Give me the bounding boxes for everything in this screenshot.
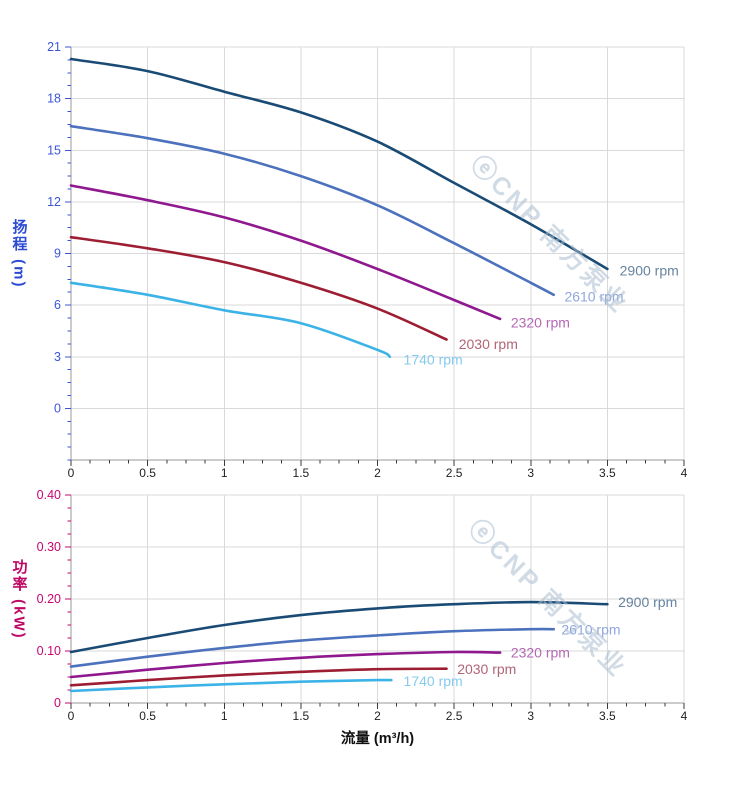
curve-label-2030-rpm: 2030 rpm (459, 336, 518, 352)
x-tick-label: 3 (527, 466, 534, 480)
x-tick-label: 1.5 (293, 466, 310, 480)
x-tick-label: 2.5 (446, 709, 463, 723)
y-tick-label: 12 (47, 195, 61, 209)
x-tick-label: 0.5 (139, 709, 156, 723)
head-axis-title: 扬程 (m) (4, 47, 34, 460)
curve-label-2610-rpm: 2610 rpm (564, 289, 623, 305)
curve-label-1740-rpm: 1740 rpm (404, 673, 463, 689)
x-tick-label: 3 (527, 709, 534, 723)
curve-label-2900-rpm: 2900 rpm (620, 263, 679, 279)
curve-2900-rpm (69, 57, 609, 271)
y-tick-label: 3 (54, 350, 61, 364)
curve-label-2030-rpm: 2030 rpm (457, 661, 516, 677)
x-tick-label: 3.5 (599, 466, 616, 480)
curve-label-2320-rpm: 2320 rpm (511, 645, 570, 661)
y-tick-label: 0.30 (37, 540, 61, 554)
power-vs-flow-chart-axes (65, 494, 685, 709)
curve-2610-rpm (69, 627, 555, 668)
head-vs-flow-chart-gridlines (71, 46, 685, 460)
curve-label-2900-rpm: 2900 rpm (618, 594, 677, 610)
curve-label-2320-rpm: 2320 rpm (511, 314, 570, 330)
x-tick-label: 4 (681, 709, 688, 723)
curve-2320-rpm (69, 650, 502, 679)
y-tick-label: 6 (54, 298, 61, 312)
y-tick-label: 15 (47, 143, 61, 157)
y-tick-label: 0.10 (37, 644, 61, 658)
y-tick-label: 0.20 (37, 592, 61, 606)
y-tick-label: 0 (54, 696, 61, 710)
power-axis-title: 功率 (kW) (4, 495, 34, 703)
x-tick-label: 0.5 (139, 466, 156, 480)
head-axis-title-text: 扬程 (m) (10, 218, 28, 289)
curve-1740-rpm (69, 281, 392, 359)
x-tick-label: 0 (68, 466, 75, 480)
x-tick-label: 2 (374, 466, 381, 480)
x-tick-label: 1 (221, 466, 228, 480)
x-tick-label: 4 (681, 466, 688, 480)
x-tick-label: 1.5 (293, 709, 310, 723)
power-vs-flow-chart-gridlines (71, 494, 685, 703)
curve-2900-rpm (69, 600, 609, 654)
x-tick-label: 2 (374, 709, 381, 723)
head-vs-flow-chart: 0 0.5 1 1.5 2 2.5 3 3.5 4 0 3 6 9 12 15 18 21 2900 rpm 261… (47, 40, 688, 480)
y-tick-label: 0 (54, 401, 61, 415)
head-vs-flow-chart-axes (65, 46, 685, 466)
x-tick-label: 2.5 (446, 466, 463, 480)
curve-label-1740-rpm: 1740 rpm (404, 351, 463, 367)
y-tick-label: 9 (54, 247, 61, 261)
flow-axis-title: 流量 (m³/h) (340, 731, 415, 747)
curve-1740-rpm (69, 678, 393, 693)
x-tick-label: 3.5 (599, 709, 616, 723)
curve-2030-rpm (69, 235, 448, 341)
curve-2610-rpm (69, 124, 555, 297)
x-tick-label: 1 (221, 709, 228, 723)
y-tick-label: 18 (47, 92, 61, 106)
y-tick-label: 21 (47, 40, 61, 54)
curve-2030-rpm (69, 667, 448, 687)
y-tick-label: 0.40 (37, 488, 61, 502)
curve-label-2610-rpm: 2610 rpm (561, 622, 620, 638)
x-tick-label: 0 (68, 709, 75, 723)
curve-2320-rpm (69, 184, 502, 321)
power-vs-flow-chart: 0 0.5 1 1.5 2 2.5 3 3.5 4 0 0.10 0.20 0.30 0.40 2900 r… (37, 488, 688, 723)
power-axis-title-text: 功率 (kW) (10, 558, 28, 640)
